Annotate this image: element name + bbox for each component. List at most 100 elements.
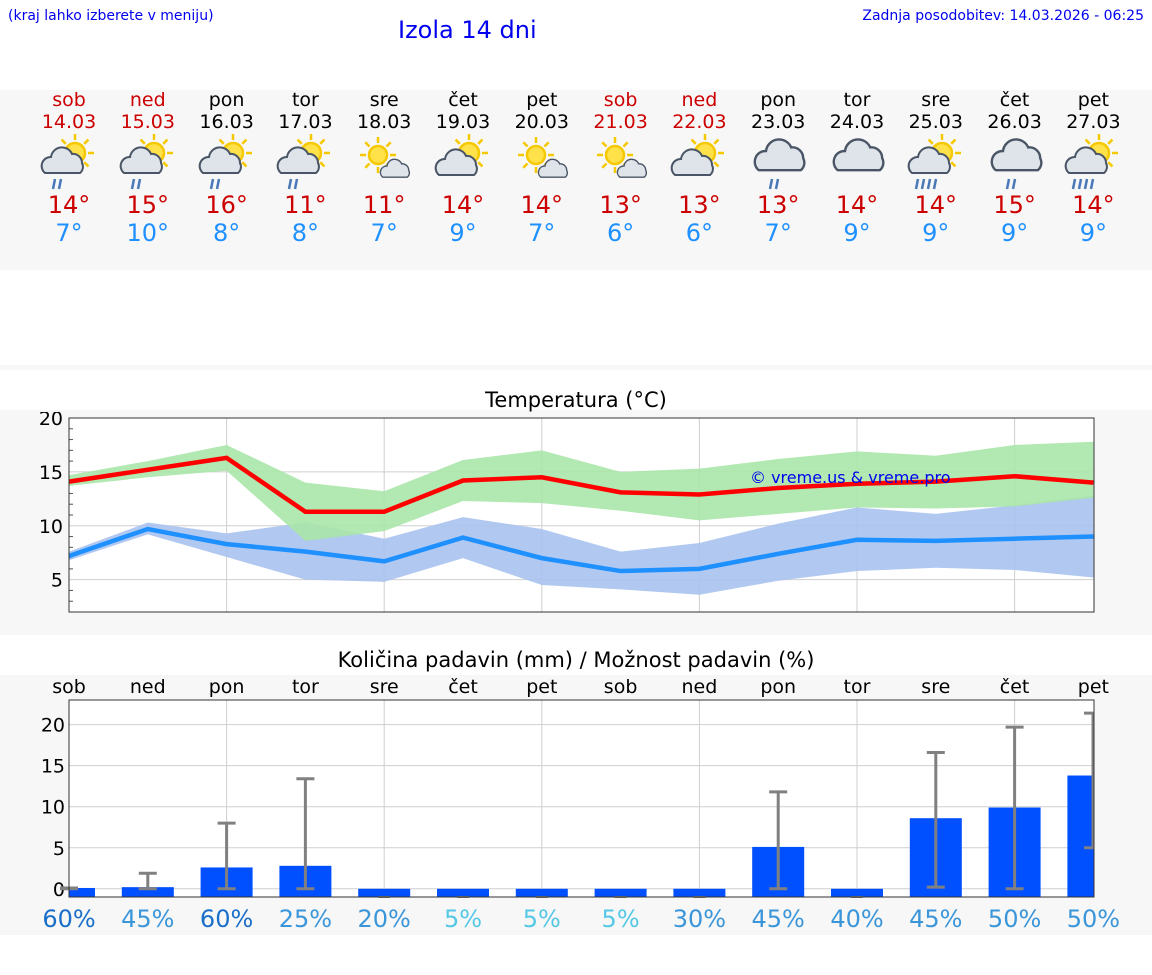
max-temp: 13° xyxy=(756,191,800,219)
min-temp: 6° xyxy=(685,219,714,247)
day-name: sre xyxy=(921,89,951,111)
precip-probability: 5% xyxy=(444,905,482,933)
min-temp: 9° xyxy=(843,219,871,247)
precipitation-chart: 0 5 10 15 20 sob ned pon tor sre čet pet sob ned pon to… xyxy=(41,676,1120,933)
precip-probability: 60% xyxy=(42,905,95,933)
cloud-rain-icon xyxy=(753,138,806,190)
day-date: 20.03 xyxy=(514,111,569,133)
cloud-rain-icon xyxy=(990,138,1043,190)
x-category-label: pon xyxy=(760,676,796,698)
precip-probability: 20% xyxy=(358,905,411,933)
x-category-label: sre xyxy=(921,676,950,698)
plot-frame xyxy=(68,699,1095,898)
min-temp: 9° xyxy=(922,219,950,247)
sun-cloud-icon xyxy=(671,134,725,176)
precip-bar xyxy=(831,888,883,897)
day-forecast: čet 19.03 14° 9° xyxy=(418,89,508,247)
temperature-chart: 5 10 15 20 © vreme.us & vreme.pro xyxy=(39,412,1095,613)
x-category-label: sob xyxy=(52,676,86,698)
rain-icon xyxy=(914,178,938,190)
max-temp-line xyxy=(68,455,1094,515)
sun-cloud-rain-icon xyxy=(40,134,94,190)
precipitation-chart-title: Količina padavin (mm) / Možnost padavin … xyxy=(337,648,815,672)
day-name: čet xyxy=(999,89,1030,111)
y-tick-label: 20 xyxy=(39,412,63,430)
min-temp: 7° xyxy=(370,219,398,247)
min-temp: 7° xyxy=(764,219,792,247)
day-date: 23.03 xyxy=(750,111,806,133)
x-category-label: sre xyxy=(370,676,399,698)
precip-bar xyxy=(437,888,489,897)
rain-icon xyxy=(768,178,780,190)
last-updated: Zadnja posodobitev: 14.03.2026 - 06:25 xyxy=(862,8,1144,24)
cloud-icon xyxy=(40,146,84,174)
day-date: 15.03 xyxy=(120,111,175,133)
cloud-icon xyxy=(990,138,1043,172)
max-temp: 14° xyxy=(520,191,564,219)
min-temp-line xyxy=(68,526,1094,574)
precip-bar xyxy=(673,888,726,897)
watermark: © vreme.us & vreme.pro xyxy=(750,468,951,487)
cloud-icon xyxy=(277,146,321,174)
x-category-label: čet xyxy=(1000,676,1030,698)
precip-bar xyxy=(594,888,647,897)
max-temp: 15° xyxy=(126,191,170,219)
max-temp: 14° xyxy=(441,191,485,219)
min-temp: 9° xyxy=(1000,219,1029,247)
day-name: pon xyxy=(760,89,797,111)
day-date: 21.03 xyxy=(593,111,648,133)
rain-icon xyxy=(209,178,220,190)
sun-cloud-icon xyxy=(434,134,488,176)
precip-probability: 50% xyxy=(1067,905,1120,933)
max-temp: 15° xyxy=(993,191,1036,219)
precip-probability: 25% xyxy=(279,905,332,933)
day-name: tor xyxy=(843,89,871,111)
y-tick-label: 10 xyxy=(41,797,65,819)
precip-bar xyxy=(358,888,411,897)
min-temp: 8° xyxy=(212,219,241,247)
min-temp: 8° xyxy=(291,219,320,247)
x-category-label: ned xyxy=(682,676,718,698)
sun-small-cloud-icon xyxy=(596,137,647,178)
min-temp: 10° xyxy=(126,219,170,247)
sun-cloud-rain-icon xyxy=(119,134,173,190)
y-tick-label: 5 xyxy=(53,838,65,860)
x-category-label: tor xyxy=(292,676,319,698)
rain-icon xyxy=(130,178,142,190)
day-date: 19.03 xyxy=(435,111,491,133)
day-name: sob xyxy=(52,89,86,111)
day-date: 14.03 xyxy=(41,111,97,133)
min-temp: 9° xyxy=(449,219,477,247)
day-forecast: pet 20.03 14° 7° xyxy=(497,89,587,247)
plot-frame xyxy=(68,417,1095,613)
cloud-icon xyxy=(907,146,951,174)
y-tick-label: 15 xyxy=(41,756,65,778)
cloud-icon xyxy=(671,148,715,176)
precip-probability: 45% xyxy=(909,905,962,933)
sun-small-cloud-icon xyxy=(360,137,411,178)
cloud-icon xyxy=(379,158,411,178)
precip-probability: 5% xyxy=(523,905,561,933)
cloud-icon xyxy=(753,138,806,172)
day-date: 22.03 xyxy=(672,111,727,133)
day-date: 17.03 xyxy=(278,111,333,133)
temperature-chart-title: Temperatura (°C) xyxy=(485,388,667,412)
day-date: 25.03 xyxy=(908,111,963,133)
day-name: sre xyxy=(369,89,399,111)
x-category-label: pon xyxy=(209,676,245,698)
day-name: pon xyxy=(208,89,245,111)
min-temp: 6° xyxy=(606,219,635,247)
max-temp: 14° xyxy=(47,191,91,219)
day-date: 26.03 xyxy=(987,111,1042,133)
rain-icon xyxy=(288,178,299,190)
day-forecast: ned 15.03 15° 10° xyxy=(103,89,193,247)
max-temp: 14° xyxy=(1072,191,1115,219)
sun-small-cloud-icon xyxy=(517,137,568,178)
max-temp: 13° xyxy=(599,191,642,219)
cloud-icon xyxy=(198,146,242,174)
day-date: 18.03 xyxy=(356,111,412,133)
max-temp: 14° xyxy=(835,191,879,219)
day-name: ned xyxy=(681,89,718,111)
precip-bar xyxy=(515,888,568,897)
day-forecast: čet 26.03 15° 9° xyxy=(970,89,1060,247)
